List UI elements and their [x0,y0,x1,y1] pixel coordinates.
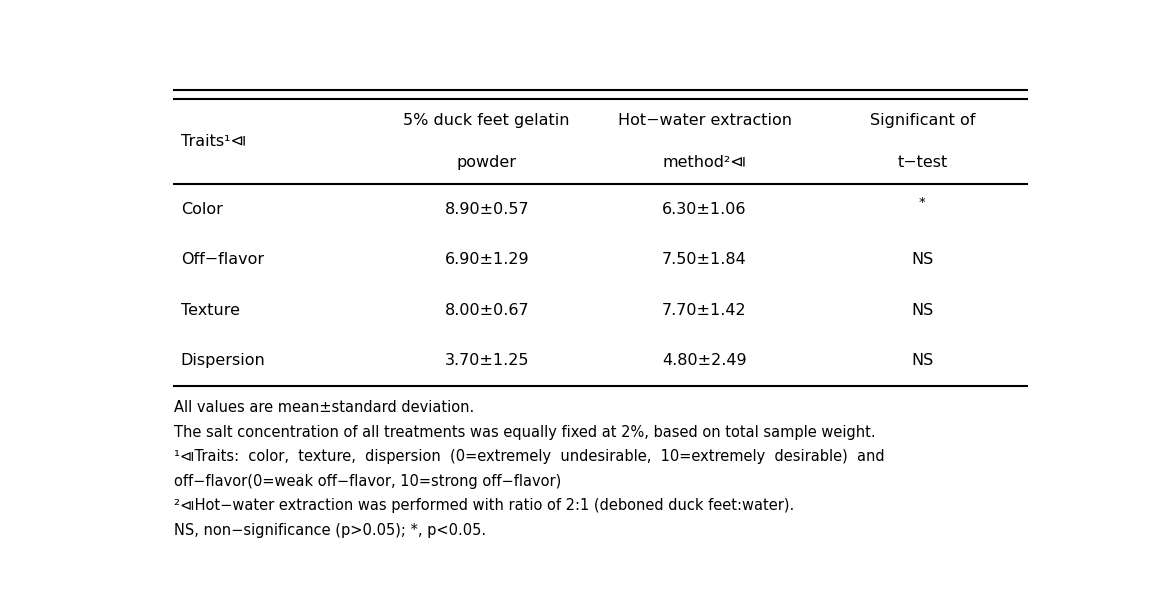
Text: t−test: t−test [897,155,947,170]
Text: 5% duck feet gelatin: 5% duck feet gelatin [404,113,570,128]
Text: *: * [919,196,926,208]
Text: Significant of: Significant of [870,113,975,128]
Text: method²⧏: method²⧏ [663,155,747,170]
Text: Off−flavor: Off−flavor [180,252,263,267]
Text: Hot−water extraction: Hot−water extraction [617,113,792,128]
Text: ²⧏Hot−water extraction was performed with ratio of 2:1 (deboned duck feet:water): ²⧏Hot−water extraction was performed wit… [173,498,794,513]
Text: 6.90±1.29: 6.90±1.29 [444,252,529,267]
Text: powder: powder [457,155,516,170]
Text: 4.80±2.49: 4.80±2.49 [662,353,747,368]
Text: Texture: Texture [180,303,240,318]
Text: The salt concentration of all treatments was equally fixed at 2%, based on total: The salt concentration of all treatments… [173,425,875,440]
Text: Dispersion: Dispersion [180,353,266,368]
Text: Color: Color [180,202,222,217]
Text: NS, non−significance (p>0.05); *, p<0.05.: NS, non−significance (p>0.05); *, p<0.05… [173,522,486,538]
Text: All values are mean±standard deviation.: All values are mean±standard deviation. [173,400,474,415]
Text: 3.70±1.25: 3.70±1.25 [445,353,529,368]
Text: Traits¹⧏: Traits¹⧏ [180,134,246,149]
Text: ¹⧏Traits:  color,  texture,  dispersion  (0=extremely  undesirable,  10=extremel: ¹⧏Traits: color, texture, dispersion (0=… [173,449,884,464]
Text: NS: NS [911,303,933,318]
Text: off−flavor(0=weak off−flavor, 10=strong off−flavor): off−flavor(0=weak off−flavor, 10=strong … [173,474,561,489]
Text: 6.30±1.06: 6.30±1.06 [663,202,747,217]
Text: 7.50±1.84: 7.50±1.84 [662,252,747,267]
Text: NS: NS [911,252,933,267]
Text: 8.90±0.57: 8.90±0.57 [444,202,529,217]
Text: 7.70±1.42: 7.70±1.42 [662,303,747,318]
Text: NS: NS [911,353,933,368]
Text: 8.00±0.67: 8.00±0.67 [444,303,529,318]
